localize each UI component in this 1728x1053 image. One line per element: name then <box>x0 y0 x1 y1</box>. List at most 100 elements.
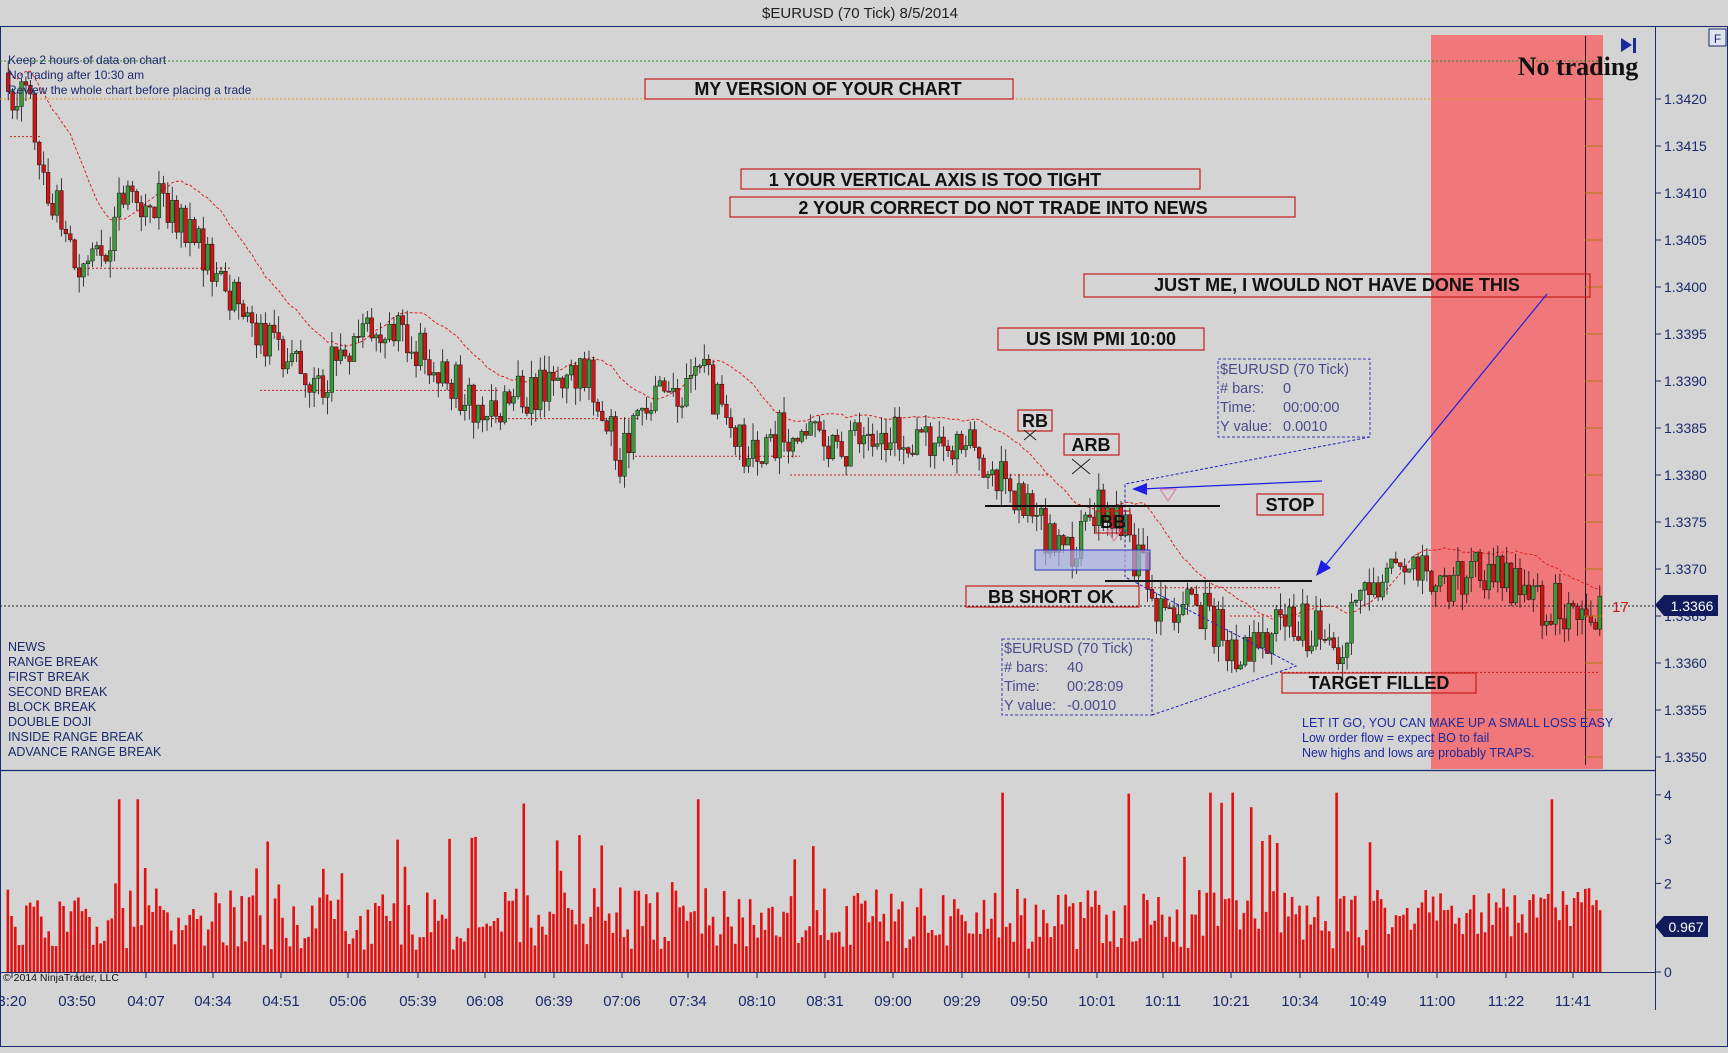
candle-body <box>1039 508 1044 516</box>
volume-bar <box>875 889 878 972</box>
volume-bar <box>1016 888 1019 972</box>
candle-body <box>919 429 924 433</box>
volume-bar <box>1175 909 1179 972</box>
candle-body <box>1211 605 1217 647</box>
volume-bar <box>1220 802 1223 972</box>
candle-body <box>728 417 733 428</box>
candle-body <box>179 207 184 233</box>
volume-bar <box>682 905 685 972</box>
candle-body <box>1429 570 1434 592</box>
candle-body <box>391 323 397 342</box>
f-button-frame[interactable] <box>1708 28 1727 47</box>
volume-bar <box>69 911 73 972</box>
volume-bar <box>1320 930 1324 972</box>
volume-bar <box>1483 932 1487 972</box>
volume-bar <box>444 918 448 972</box>
candle-body <box>498 415 503 423</box>
volume-bar <box>1598 910 1602 972</box>
legend-item: DOUBLE DOJI <box>8 715 91 729</box>
candle-body <box>724 403 729 418</box>
candle-body <box>254 322 259 346</box>
volume-tick-label: 0 <box>1664 964 1672 980</box>
candle-body <box>467 384 472 406</box>
volume-bar <box>451 949 455 972</box>
volume-bar <box>819 935 823 972</box>
volume-bar <box>466 928 470 972</box>
volume-bar <box>852 895 856 972</box>
candle-body <box>1269 633 1274 654</box>
volume-bar <box>292 906 295 972</box>
scroll-to-end-button[interactable] <box>1621 38 1636 53</box>
candle-body <box>267 324 272 357</box>
volume-bar <box>1357 937 1361 972</box>
candle-body <box>1482 580 1487 591</box>
candle-body <box>374 334 379 339</box>
volume-bar <box>1595 900 1598 972</box>
volume-bar <box>567 908 570 972</box>
volume-bar <box>667 940 670 972</box>
candle-body <box>684 378 689 407</box>
candle-body <box>972 429 977 448</box>
candle-body <box>1167 607 1172 610</box>
volume-bar <box>800 937 804 972</box>
volume-bar <box>1097 904 1101 972</box>
candle-body <box>218 270 224 274</box>
no-trading-label: No trading <box>1518 52 1639 81</box>
candle-body <box>1548 621 1554 625</box>
volume-bar <box>1168 916 1171 972</box>
candle-body <box>653 385 658 411</box>
f-button[interactable]: F <box>1708 28 1727 47</box>
candle-body <box>529 377 534 414</box>
volume-tick-label: 4 <box>1664 787 1672 803</box>
candle-body <box>835 435 840 442</box>
measure-box-2: $EURUSD (70 Tick) # bars: 40 Time: 00:28… <box>1001 638 1153 716</box>
candle-body <box>227 290 232 311</box>
ism-box <box>997 327 1205 351</box>
candle-body <box>59 190 64 230</box>
volume-bar <box>674 890 678 972</box>
volume-bar <box>1157 897 1160 972</box>
volume-bar <box>51 945 54 972</box>
candle-body <box>1083 514 1088 522</box>
arrow-stop-head <box>1132 483 1147 495</box>
candle-body <box>1531 585 1536 600</box>
time-tick-label: 07:06 <box>603 993 641 1010</box>
candle-body <box>298 351 303 374</box>
volume-bar <box>1101 943 1105 972</box>
measure-title: $EURUSD (70 Tick) <box>1004 641 1133 657</box>
time-tick-label: 03:50 <box>58 993 96 1010</box>
candle-body <box>1180 604 1186 615</box>
volume-bar <box>6 889 10 972</box>
volume-bar <box>307 936 310 972</box>
candle-body <box>81 263 86 278</box>
candle-body <box>356 336 361 338</box>
volume-bar <box>604 920 607 972</box>
volume-bar <box>912 936 915 972</box>
stop-box <box>1256 493 1324 516</box>
candle-body <box>640 407 645 411</box>
volume-bar <box>414 949 418 972</box>
volume-bar <box>492 920 496 972</box>
volume-bar <box>1045 923 1049 972</box>
candle-body <box>963 445 968 450</box>
price-tick-label: 1.3415 <box>1664 138 1707 154</box>
volume-bar <box>774 935 778 972</box>
volume-bar <box>1494 902 1498 972</box>
legend-item: SECOND BREAK <box>8 685 108 699</box>
candle-body <box>1380 581 1385 598</box>
candle-body <box>892 416 897 444</box>
volume-bar <box>1194 914 1197 972</box>
candle-body <box>693 366 698 376</box>
volume-bar <box>396 839 399 972</box>
price-tick-label: 1.3420 <box>1664 91 1707 107</box>
candle-body <box>1189 588 1195 595</box>
time-tick-label: 10:49 <box>1349 993 1387 1010</box>
candle-body <box>697 365 702 368</box>
volume-bar <box>1353 895 1357 972</box>
volume-bar <box>600 845 604 972</box>
volume-bar <box>863 900 867 972</box>
volume-bar <box>225 945 229 972</box>
candle-body <box>1278 609 1283 616</box>
volume-bar <box>273 898 277 972</box>
